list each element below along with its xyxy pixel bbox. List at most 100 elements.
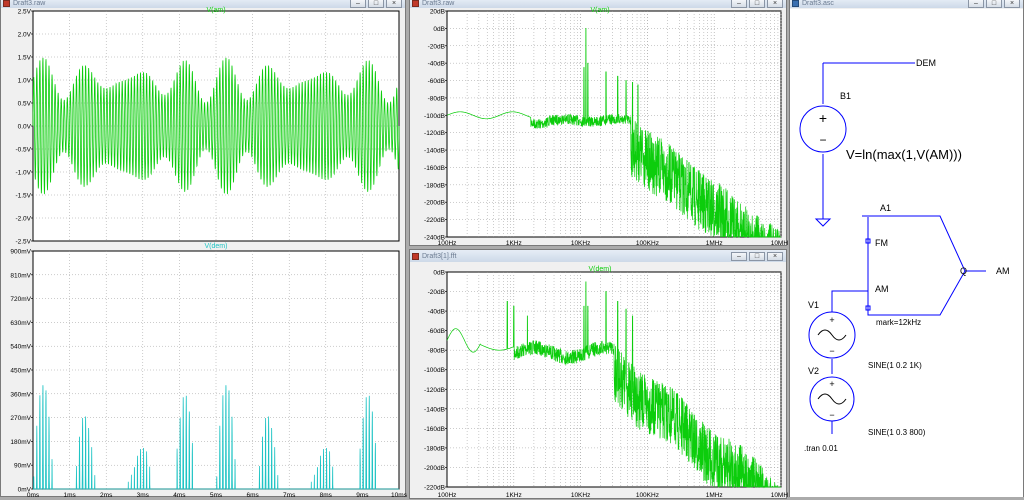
fft-am-x-tick-5: 10MHz xyxy=(771,240,788,247)
dem-y-tick-5: 450mV xyxy=(10,368,31,375)
close-button[interactable]: × xyxy=(386,0,402,8)
close-button[interactable]: × xyxy=(767,0,783,8)
fft-dem-y-tick-1: -20dB xyxy=(428,289,445,296)
svg-text:+: + xyxy=(829,315,834,325)
trace-label-am[interactable]: V(am) xyxy=(590,7,609,14)
am-y-tick-4: 0.5V xyxy=(18,101,32,108)
minimize-button[interactable]: – xyxy=(968,0,984,8)
fft-dem-y-tick-10: -200dB xyxy=(424,465,445,472)
fft-dem-y-tick-11: -220dB xyxy=(424,485,445,492)
fft-am-window[interactable]: Draft3.raw – □ × V(am) 20dB 0dB -20dB -40dB… xyxy=(409,0,788,249)
v1-name-label[interactable]: V1 xyxy=(808,300,819,310)
am-y-tick-5: 0.0V xyxy=(18,124,32,131)
fft-dem-y-tick-0: 0dB xyxy=(433,270,445,277)
fft-am-y-axis: 20dB 0dB -20dB -40dB -60dB -80dB -100dB -120dB -… xyxy=(424,9,447,242)
transient-window[interactable]: Draft3.raw – □ × V(am) 2.5V 2.0V 1.5V 1.0V 0… xyxy=(0,0,407,500)
schematic-titlebar[interactable]: Draft3.asc – □ × xyxy=(790,0,1023,8)
minimize-button[interactable]: – xyxy=(731,252,747,261)
maximize-button[interactable]: □ xyxy=(368,0,384,8)
time-tick-0: 0ms xyxy=(27,492,40,499)
dem-net-label[interactable]: DEM xyxy=(916,58,936,68)
fft-dem-titlebar[interactable]: Draft3[1].fft – □ × xyxy=(410,250,786,262)
b1-source-icon[interactable] xyxy=(799,105,847,153)
pane1-y-axis: 2.5V 2.0V 1.5V 1.0V 0.5V 0.0V -0.5V -1.0V -1.5V -… xyxy=(15,9,33,246)
fft-dem-plot[interactable]: V(dem) 0dB -20dB -40dB -60dB -80dB -100dB -120… xyxy=(410,250,788,500)
fft-dem-y-tick-5: -100dB xyxy=(424,367,445,374)
close-button[interactable]: × xyxy=(1004,0,1020,8)
fft-am-y-tick-0: 20dB xyxy=(430,9,445,16)
waveform-window-icon xyxy=(412,0,419,7)
minimize-button[interactable]: – xyxy=(731,0,747,8)
fft-am-y-tick-3: -40dB xyxy=(428,61,445,68)
tran-directive[interactable]: .tran 0.01 xyxy=(804,444,838,453)
fft-am-y-tick-13: -240dB xyxy=(424,235,445,242)
svg-text:−: − xyxy=(829,346,834,356)
am-net-label[interactable]: AM xyxy=(996,266,1010,276)
v2-name-label[interactable]: V2 xyxy=(808,366,819,376)
schematic-window[interactable]: Draft3.asc – □ × + − + − xyxy=(789,0,1024,497)
fft-am-plot[interactable]: V(am) 20dB 0dB -20dB -40dB -60dB -80dB -100dB -… xyxy=(410,0,788,249)
trace-label-dem[interactable]: V(dem) xyxy=(589,266,612,273)
fft-dem-y-tick-8: -160dB xyxy=(424,426,445,433)
v2-value-label[interactable]: SINE(1 0.3 800) xyxy=(868,428,926,437)
dem-y-tick-10: 0mV xyxy=(18,487,32,494)
v2-source-icon[interactable] xyxy=(809,376,855,422)
fft-am-y-tick-2: -20dB xyxy=(428,43,445,50)
close-button[interactable]: × xyxy=(767,252,783,261)
v-am-waveform xyxy=(32,57,400,195)
v1-source-icon[interactable] xyxy=(808,311,856,359)
fft-am-y-tick-4: -60dB xyxy=(428,78,445,85)
svg-text:+: + xyxy=(829,379,834,389)
fm-pin-label: FM xyxy=(875,238,888,248)
fft-am-x-axis: 100Hz 1KHz 10KHz 100KHz 1MHz 10MHz xyxy=(438,240,788,247)
fft-am-y-tick-10: -180dB xyxy=(424,182,445,189)
svg-text:−: − xyxy=(819,133,826,147)
dem-y-tick-8: 180mV xyxy=(10,439,31,446)
fft-dem-y-tick-7: -140dB xyxy=(424,406,445,413)
transient-plot[interactable]: V(am) 2.5V 2.0V 1.5V 1.0V 0.5V 0.0V -0.5V -1.0V… xyxy=(1,0,407,500)
pane2-y-axis: 900mV 810mV 720mV 630mV 540mV 450mV 360mV 270mV… xyxy=(10,249,33,494)
time-tick-6: 6ms xyxy=(246,492,259,499)
transient-title: Draft3.raw xyxy=(13,0,46,7)
fft-am-y-tick-8: -140dB xyxy=(424,148,445,155)
time-tick-2: 2ms xyxy=(100,492,113,499)
minimize-button[interactable]: – xyxy=(350,0,366,8)
trace-label-am[interactable]: V(am) xyxy=(206,7,225,14)
time-x-axis: 0ms 1ms 2ms 3ms 4ms 5ms 6ms 7ms 8ms 9ms 10ms xyxy=(27,492,407,499)
a1-name-label[interactable]: A1 xyxy=(880,203,891,213)
v1-top-wire xyxy=(831,290,868,312)
svg-text:−: − xyxy=(829,410,834,420)
fft-am-spectrum xyxy=(446,28,781,239)
fft-dem-y-tick-9: -180dB xyxy=(424,445,445,452)
mark-attribute[interactable]: mark=12kHz xyxy=(876,318,921,327)
fft-dem-x-tick-3: 100KHz xyxy=(636,492,659,499)
fft-am-y-tick-5: -80dB xyxy=(428,95,445,102)
fft-am-titlebar[interactable]: Draft3.raw – □ × xyxy=(410,0,786,8)
maximize-button[interactable]: □ xyxy=(749,252,765,261)
maximize-button[interactable]: □ xyxy=(986,0,1002,8)
time-tick-5: 5ms xyxy=(210,492,223,499)
maximize-button[interactable]: □ xyxy=(749,0,765,8)
fft-dem-x-tick-1: 1KHz xyxy=(506,492,522,499)
fft-dem-y-tick-3: -60dB xyxy=(428,328,445,335)
v-dem-waveform xyxy=(33,385,399,490)
schematic-canvas[interactable]: + − + − + − DEM B1 V=ln(max(1,V(AM))) A1… xyxy=(790,9,1023,497)
dem-y-tick-1: 810mV xyxy=(10,272,31,279)
b1-name-label[interactable]: B1 xyxy=(840,91,851,101)
fft-am-title: Draft3.raw xyxy=(422,0,455,7)
fft-dem-x-axis: 100Hz 1KHz 10KHz 100KHz 1MHz 10MHz xyxy=(438,492,788,499)
time-tick-4: 4ms xyxy=(173,492,186,499)
fft-dem-y-tick-4: -80dB xyxy=(428,348,445,355)
transient-titlebar[interactable]: Draft3.raw – □ × xyxy=(1,0,405,8)
fft-dem-y-tick-2: -40dB xyxy=(428,309,445,316)
am-y-tick-3: 1.0V xyxy=(18,78,32,85)
v1-value-label[interactable]: SINE(1 0.2 1K) xyxy=(868,361,922,370)
fft-dem-window[interactable]: Draft3[1].fft – □ × V(dem) 0dB -20dB -40dB… xyxy=(409,249,788,500)
fft-am-x-tick-4: 1MHz xyxy=(706,240,723,247)
fft-am-y-tick-12: -220dB xyxy=(424,217,445,224)
time-tick-10: 10ms xyxy=(391,492,407,499)
time-tick-3: 3ms xyxy=(137,492,150,499)
trace-label-dem[interactable]: V(dem) xyxy=(205,243,228,250)
b1-expression[interactable]: V=ln(max(1,V(AM))) xyxy=(846,147,962,162)
time-tick-1: 1ms xyxy=(63,492,76,499)
